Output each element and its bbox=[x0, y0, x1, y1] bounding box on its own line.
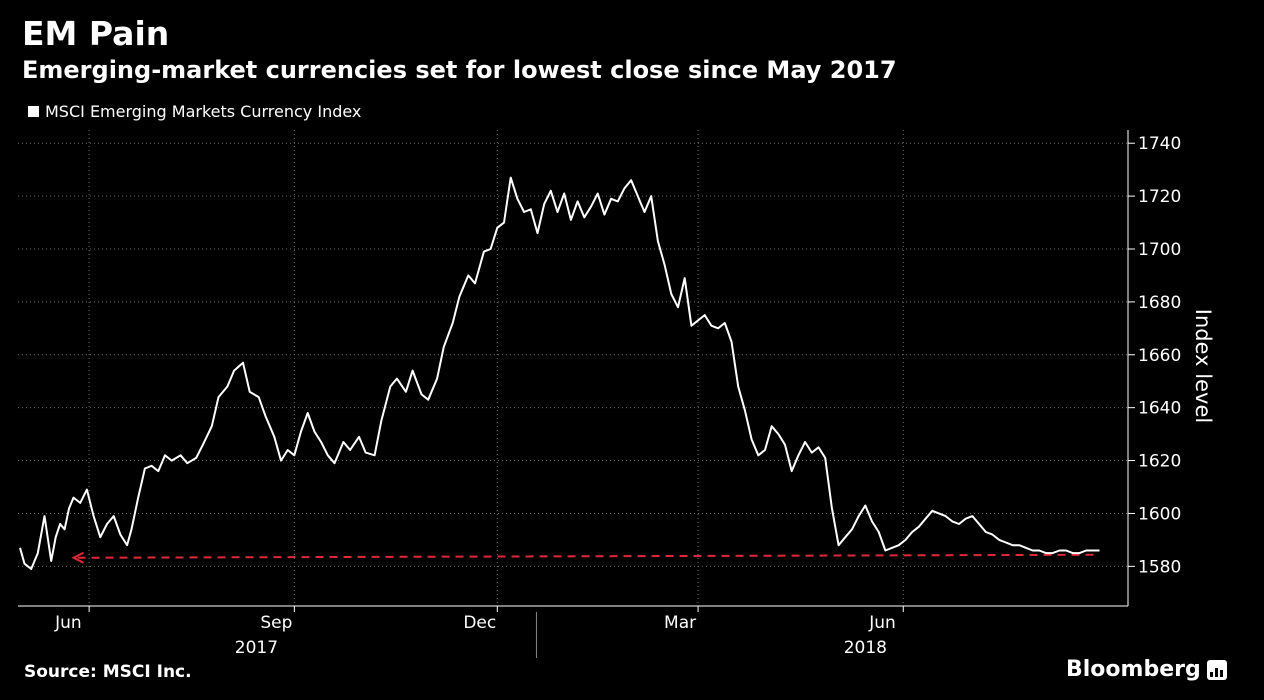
x-tick-label: Mar bbox=[664, 613, 696, 633]
chart-title: EM Pain bbox=[22, 14, 170, 53]
brand-logo: Bloomberg bbox=[1066, 657, 1227, 682]
series-line bbox=[19, 176, 1100, 570]
y-tick-label: 1660 bbox=[1138, 346, 1181, 366]
y-tick-label: 1740 bbox=[1138, 134, 1181, 154]
year-label: 2018 bbox=[844, 638, 887, 658]
chart-subtitle: Emerging-market currencies set for lowes… bbox=[22, 56, 897, 84]
legend-swatch-icon bbox=[28, 106, 39, 117]
y-tick-label: 1720 bbox=[1138, 187, 1181, 207]
x-tick-label: Jun bbox=[868, 613, 896, 633]
reference-line bbox=[77, 553, 1100, 559]
y-tick-label: 1600 bbox=[1138, 504, 1181, 524]
y-tick-label: 1680 bbox=[1138, 293, 1181, 313]
source-note: Source: MSCI Inc. bbox=[24, 662, 192, 682]
legend: MSCI Emerging Markets Currency Index bbox=[28, 102, 361, 121]
y-tick-label: 1620 bbox=[1138, 452, 1181, 472]
y-tick-label: 1700 bbox=[1138, 240, 1181, 260]
y-axis-title: Index level bbox=[1191, 309, 1215, 423]
reference-arrow-icon bbox=[71, 551, 84, 564]
x-tick-label: Dec bbox=[463, 613, 496, 633]
x-tick-label: Sep bbox=[260, 613, 292, 633]
year-label: 2017 bbox=[235, 638, 278, 658]
brand-name: Bloomberg bbox=[1066, 657, 1201, 682]
y-tick-label: 1640 bbox=[1138, 399, 1181, 419]
bar-chart-icon bbox=[1206, 659, 1227, 680]
y-tick-label: 1580 bbox=[1138, 557, 1181, 577]
legend-label: MSCI Emerging Markets Currency Index bbox=[45, 102, 362, 121]
x-tick-label: Jun bbox=[54, 613, 82, 633]
